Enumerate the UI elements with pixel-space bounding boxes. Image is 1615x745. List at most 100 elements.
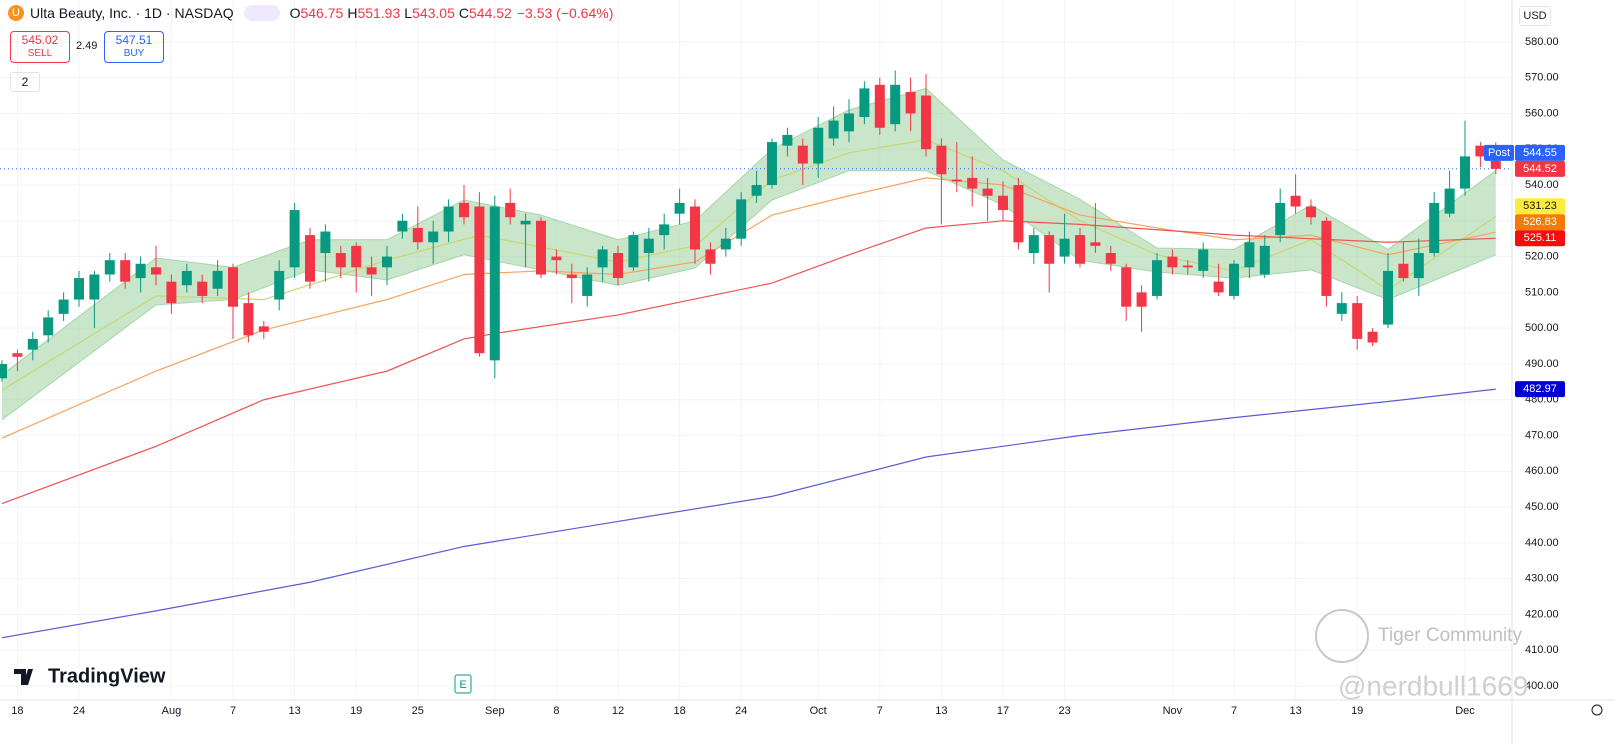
candle-body [751,185,762,196]
candle-body [1121,267,1132,307]
ohlc-key: O [289,5,301,21]
community-watermark: Tiger Community [1378,625,1522,646]
candle-body [1367,331,1378,343]
ohlc-value: 543.05 [412,5,455,21]
change: −3.53 (−0.64%) [516,5,614,21]
candle-body [443,206,454,232]
candle-body [1383,270,1393,325]
candle-body [998,195,1008,211]
earnings-label[interactable]: E [459,679,466,691]
y-tick-label: 500.00 [1525,322,1559,334]
candle-body [505,202,516,218]
y-tick-label: 460.00 [1525,465,1559,477]
candle-body [1429,202,1440,254]
earnings-icon[interactable] [454,674,472,694]
ma-line [1,177,1496,439]
candle-body [1306,206,1316,218]
ohlc-value: 546.75 [300,5,344,21]
symbol[interactable]: Ulta Beauty, Inc. · 1D · NASDAQ [30,5,234,21]
candle-body [674,202,685,214]
price-label: 544.52 [1523,163,1557,175]
indicator-toggle[interactable]: 2 [10,72,40,92]
candle-body [58,299,69,314]
candle-body [659,224,670,236]
candle-body [767,142,777,186]
x-tick-label: 8 [553,705,559,717]
candle-body [1259,245,1270,275]
candle-body [1490,160,1501,169]
sell-label[interactable]: SELL [27,48,53,59]
candle-body [1398,263,1409,279]
x-tick-label: 13 [935,705,947,717]
y-tick-label: 560.00 [1525,107,1559,119]
ohlc-key: H [347,5,358,21]
ma-line [1,139,1497,391]
currency[interactable]: USD [1519,6,1551,26]
candle-body [335,253,346,268]
y-tick-label: 510.00 [1525,286,1559,298]
candle-body [151,267,161,275]
x-tick-label: Aug [162,705,182,717]
candle-body [859,88,870,118]
candle-body [351,245,362,268]
y-tick-label: 540.00 [1525,179,1559,191]
candle-body [982,188,993,196]
candle-body [1444,188,1455,214]
candle-body [613,253,623,279]
buy-button[interactable]: 547.51 BUY [104,31,164,63]
candle-body [212,270,223,289]
candle-body [874,84,885,128]
candle-body [89,274,100,300]
candle-body [736,199,747,239]
sell-button[interactable]: 545.02 SELL [10,31,70,63]
buy-label[interactable]: BUY [123,48,145,59]
candle-body [1244,242,1255,268]
candle-body [428,231,439,243]
price-label: 544.55 [1523,147,1557,159]
ohlc-value: 544.52 [469,5,512,21]
candle-body [720,238,731,250]
x-tick-label: Nov [1163,705,1183,717]
candle-body [813,127,824,164]
x-tick-label: 18 [673,705,685,717]
x-tick-label: 19 [1351,705,1363,717]
currency-label[interactable]: USD [1523,10,1547,22]
candle-body [27,338,38,350]
x-tick-label: 23 [1058,705,1070,717]
post-tag-box [1484,144,1514,161]
buy-price[interactable]: 547.51 [115,33,153,47]
candle-body [905,91,916,114]
ohlc-key: L [404,5,413,21]
price-label-box [1515,214,1565,231]
community-logo [1315,609,1369,663]
candle-body [258,326,269,332]
x-tick-label: 7 [230,705,236,717]
ma-line [1,388,1496,639]
candle-body [797,145,808,164]
candle-body [844,113,854,132]
price-label: 482.97 [1523,383,1557,395]
x-tick-label: 7 [1231,705,1237,717]
logo-mark [14,669,33,685]
author-watermark: @nerdbull1669 [1338,670,1528,701]
candle-body [1352,303,1363,339]
sell-price[interactable]: 545.02 [21,33,59,47]
candle-body [197,281,208,296]
candle-body [412,227,423,243]
candle-body [120,260,131,282]
candle-body [1044,235,1055,264]
x-tick-label: 12 [612,705,624,717]
candle-body [459,202,469,218]
candle-body [1152,260,1162,296]
candle-body [582,274,593,296]
y-tick-label: 490.00 [1525,358,1559,370]
price-label-box [1515,160,1565,177]
candle-body [1229,263,1239,296]
y-tick-label: 520.00 [1525,251,1559,263]
y-tick-label: 430.00 [1525,573,1559,585]
settings-icon[interactable] [1591,704,1603,716]
indicator-count[interactable]: 2 [21,75,29,89]
x-tick-label: Dec [1455,705,1475,717]
candle-body [228,267,238,307]
